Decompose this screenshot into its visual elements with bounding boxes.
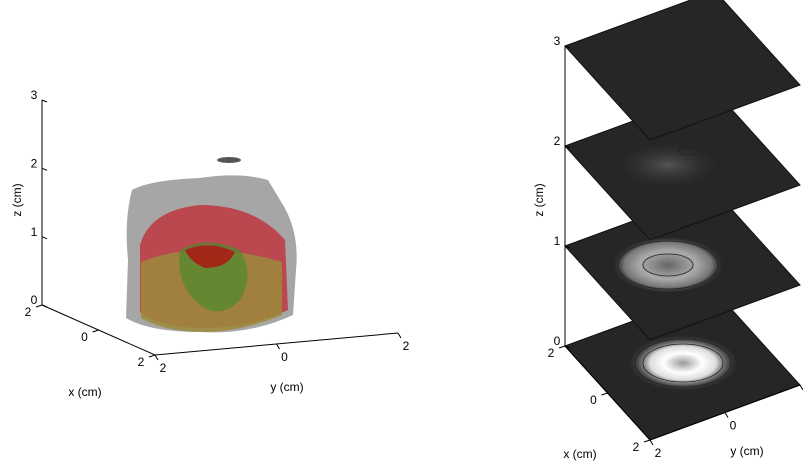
y-axis-label: y (cm): [270, 380, 303, 394]
z-tick-label: 1: [31, 225, 38, 239]
z-tick-label: 3: [31, 88, 38, 102]
y-tick: [724, 412, 729, 418]
z-tick-label: 0: [31, 293, 38, 307]
y-tick: [276, 343, 280, 350]
x-tick: [148, 354, 156, 358]
x-tick-label: 0: [590, 393, 597, 407]
y-tick-label: 2: [160, 361, 167, 375]
x-tick-label: 2: [548, 346, 555, 360]
slice-contour: [678, 146, 698, 156]
x-tick: [35, 304, 43, 308]
core-red: [185, 245, 235, 268]
x-tick: [558, 345, 566, 349]
slice-highlight: [618, 143, 718, 187]
isosurface-plot: [126, 157, 297, 333]
x-tick-label: 2: [138, 355, 145, 369]
y-tick-label: 2: [403, 339, 410, 353]
z-tick: [41, 167, 48, 171]
slice-contour: [634, 338, 732, 388]
z-tick: [564, 145, 571, 149]
x-tick-label: 2: [25, 305, 32, 319]
y-tick-label: 0: [281, 350, 288, 364]
y-axis-label: y (cm): [730, 444, 763, 458]
z-tick: [41, 304, 48, 308]
z-tick-label: 3: [554, 34, 561, 48]
z-tick-label: 0: [554, 334, 561, 348]
z-tick-label: 2: [31, 157, 38, 171]
x-tick-label: 0: [81, 330, 88, 344]
slice-highlights: [613, 143, 738, 391]
y-tick: [649, 439, 654, 446]
x-tick: [643, 439, 651, 443]
z-tick: [564, 245, 571, 249]
slice-highlight: [613, 237, 723, 293]
slice-contour: [642, 253, 694, 277]
surface-fleck: [217, 157, 241, 163]
z-axis-label: z (cm): [532, 183, 546, 216]
z-tick-label: 1: [554, 234, 561, 248]
z-tick: [41, 236, 48, 240]
y-tick-label: 2: [655, 446, 662, 460]
z-tick: [564, 45, 571, 49]
x-tick: [601, 392, 608, 396]
x-tick: [92, 329, 99, 333]
z-tick: [41, 99, 48, 103]
z-tick: [564, 345, 571, 349]
slice: [564, 0, 801, 141]
z-tick-label: 2: [554, 134, 561, 148]
x-axis-label: x (cm): [68, 385, 101, 399]
slice-contour: [642, 343, 724, 383]
x-tick-label: 2: [633, 440, 640, 454]
z-axis-label: z (cm): [10, 183, 24, 216]
y-tick-label: 0: [730, 419, 737, 433]
y-tick: [397, 332, 402, 339]
slice-highlight: [628, 335, 738, 391]
y-tick: [154, 354, 159, 361]
slice-contour: [617, 240, 719, 290]
x-axis-label: x (cm): [563, 447, 596, 461]
